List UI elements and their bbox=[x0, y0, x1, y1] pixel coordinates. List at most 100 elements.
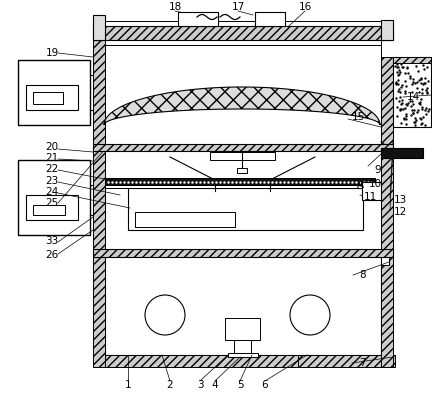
Text: 4: 4 bbox=[212, 380, 218, 390]
Text: 18: 18 bbox=[168, 2, 181, 12]
Bar bbox=[105, 178, 375, 185]
Point bbox=[421, 66, 428, 72]
Point bbox=[410, 76, 416, 83]
Point bbox=[416, 115, 423, 122]
Bar bbox=[33, 92, 63, 104]
Point bbox=[393, 79, 400, 85]
Bar bbox=[381, 148, 423, 158]
Bar bbox=[93, 40, 105, 144]
Point bbox=[416, 88, 422, 95]
Point bbox=[416, 77, 422, 83]
Point bbox=[398, 97, 405, 103]
Point bbox=[402, 88, 409, 94]
Text: 33: 33 bbox=[45, 236, 59, 246]
Point bbox=[398, 101, 405, 107]
Text: 11: 11 bbox=[363, 192, 377, 202]
Point bbox=[413, 79, 420, 85]
Text: 9: 9 bbox=[375, 165, 381, 175]
Bar bbox=[234, 340, 251, 355]
Point bbox=[401, 59, 408, 65]
Bar bbox=[93, 15, 105, 40]
Point bbox=[416, 101, 423, 107]
Text: 24: 24 bbox=[45, 187, 59, 197]
Point bbox=[394, 81, 401, 87]
Text: 16: 16 bbox=[299, 2, 311, 12]
Bar bbox=[210, 152, 275, 160]
Point bbox=[394, 87, 401, 94]
Bar bbox=[381, 20, 393, 40]
Point bbox=[406, 98, 413, 105]
Point bbox=[409, 89, 416, 96]
Point bbox=[423, 85, 430, 91]
Point bbox=[395, 72, 402, 79]
Point bbox=[412, 80, 419, 86]
Bar bbox=[178, 12, 218, 26]
Point bbox=[397, 106, 404, 113]
Point bbox=[397, 94, 404, 100]
Point bbox=[395, 67, 402, 73]
Text: 2: 2 bbox=[167, 380, 173, 390]
Point bbox=[422, 80, 429, 86]
Point bbox=[404, 102, 411, 109]
Text: 21: 21 bbox=[45, 153, 59, 163]
Point bbox=[409, 101, 416, 107]
Point bbox=[394, 69, 400, 75]
Point bbox=[405, 100, 412, 106]
Point bbox=[393, 61, 400, 67]
Circle shape bbox=[145, 295, 185, 335]
Point bbox=[413, 59, 419, 66]
Point bbox=[425, 106, 432, 113]
Point bbox=[392, 95, 399, 101]
Bar bbox=[105, 179, 375, 185]
Bar bbox=[381, 57, 393, 144]
Text: 12: 12 bbox=[394, 207, 407, 217]
Point bbox=[402, 78, 409, 85]
Text: 14: 14 bbox=[407, 92, 419, 102]
Point bbox=[404, 64, 411, 70]
Point bbox=[419, 106, 426, 113]
Text: 1: 1 bbox=[125, 380, 131, 390]
Point bbox=[422, 87, 429, 93]
Point bbox=[401, 70, 408, 77]
Point bbox=[417, 79, 424, 86]
Point bbox=[400, 106, 407, 112]
Bar bbox=[298, 355, 395, 367]
Point bbox=[406, 73, 413, 80]
Point bbox=[417, 96, 424, 103]
Point bbox=[403, 113, 410, 119]
Text: 10: 10 bbox=[368, 179, 381, 189]
Point bbox=[410, 110, 417, 117]
Point bbox=[396, 105, 403, 112]
Point bbox=[414, 68, 421, 74]
Point bbox=[413, 117, 419, 123]
Point bbox=[424, 90, 431, 96]
Point bbox=[410, 79, 417, 85]
Bar bbox=[93, 249, 393, 257]
Bar bbox=[135, 212, 235, 227]
Point bbox=[394, 113, 400, 119]
Point bbox=[397, 107, 404, 113]
Bar bbox=[93, 149, 105, 249]
Point bbox=[396, 69, 403, 75]
Point bbox=[398, 64, 405, 70]
Point bbox=[402, 116, 409, 122]
Point bbox=[403, 65, 410, 71]
Point bbox=[398, 120, 405, 126]
Point bbox=[413, 109, 420, 115]
Point bbox=[421, 80, 428, 87]
Point bbox=[423, 111, 430, 117]
Point bbox=[422, 122, 429, 128]
Bar bbox=[128, 188, 363, 230]
Point bbox=[418, 116, 425, 122]
Point bbox=[412, 115, 419, 121]
Text: 25: 25 bbox=[45, 198, 59, 208]
Bar bbox=[26, 85, 78, 110]
Point bbox=[419, 81, 426, 87]
Point bbox=[394, 77, 401, 83]
Bar bbox=[105, 21, 381, 26]
Point bbox=[392, 63, 399, 70]
Point bbox=[418, 75, 425, 81]
Polygon shape bbox=[104, 87, 380, 125]
Bar bbox=[362, 182, 381, 200]
Text: A: A bbox=[356, 180, 364, 190]
